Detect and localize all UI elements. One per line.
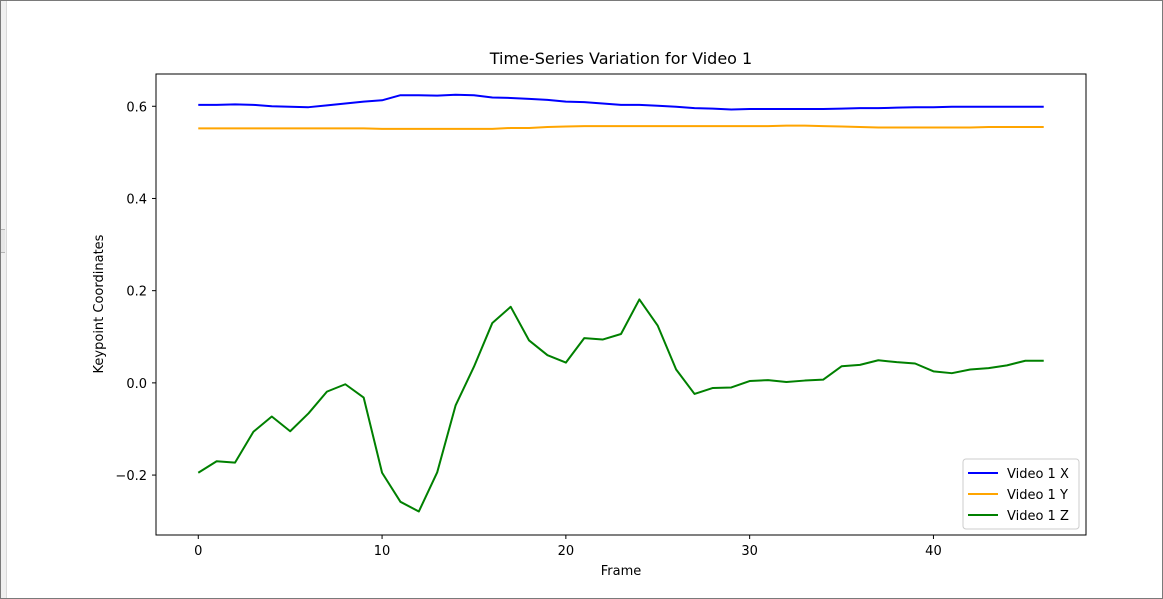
legend-label: Video 1 X [1007,467,1069,482]
y-tick-label: 0.0 [126,377,147,392]
legend-box [962,458,1080,530]
x-tick-label: 10 [374,544,391,559]
x-axis: 0 10 20 30 40 [194,535,942,559]
series-line-3 [197,298,1044,513]
x-tick-label: 0 [194,544,202,559]
x-tick-label: 30 [741,544,758,559]
series-layer [197,93,1044,513]
y-tick-label: −0.2 [115,469,147,484]
legend-label: Video 1 Y [1007,488,1068,503]
series-line-1 [198,93,1044,111]
y-tick-label: 0.6 [126,100,147,115]
plot-area [155,73,1087,536]
legend: Video 1 X Video 1 Y Video 1 Z [962,458,1080,530]
legend-label: Video 1 Z [1007,509,1069,524]
left-window-edge [0,0,7,599]
x-tick-label: 40 [925,544,942,559]
x-axis-label: Frame [601,564,642,579]
chart-title: Time-Series Variation for Video 1 [489,49,752,68]
y-axis-label: Keypoint Coordinates [92,234,107,373]
x-tick-label: 20 [558,544,575,559]
y-axis: −0.2 0.0 0.2 0.4 0.6 [115,100,156,484]
resize-handle[interactable] [0,229,5,253]
y-tick-label: 0.4 [126,192,147,207]
y-tick-label: 0.2 [126,285,147,300]
series-line-2 [198,124,1044,130]
